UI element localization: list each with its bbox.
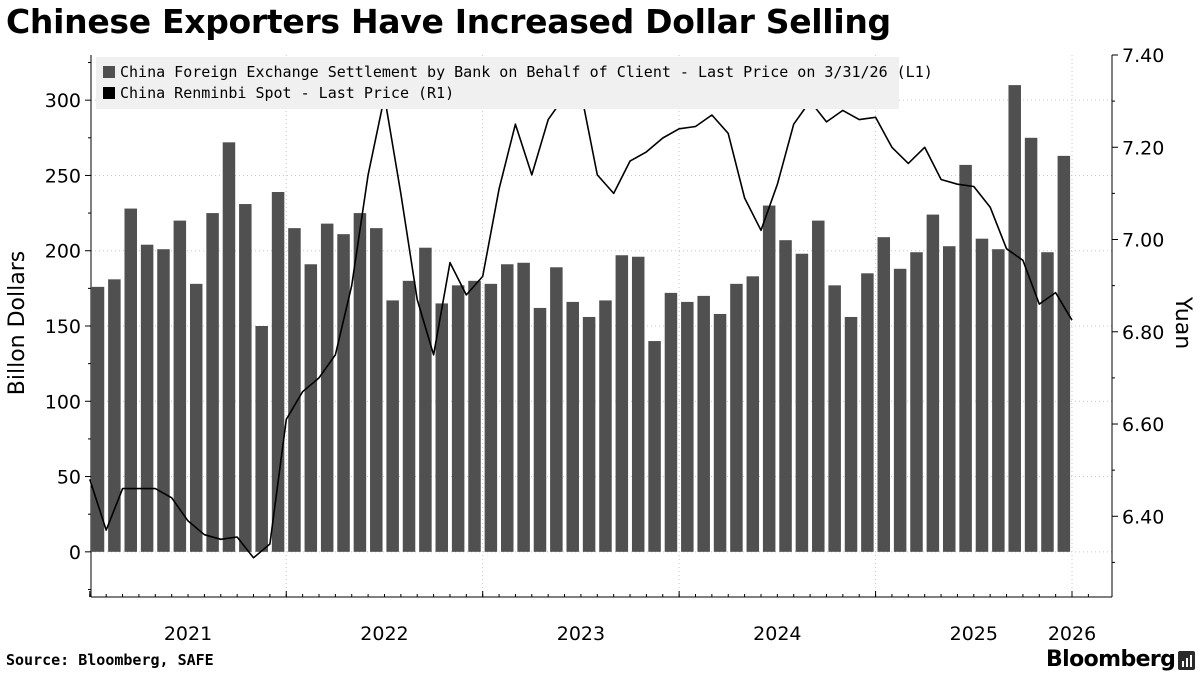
bar <box>206 213 219 552</box>
bar <box>762 205 776 552</box>
right-tick-label: 6.60 <box>1122 414 1164 436</box>
bar <box>173 220 187 552</box>
right-tick-label: 6.80 <box>1122 322 1164 344</box>
bar <box>975 238 989 552</box>
left-tick-label: 0 <box>69 542 81 564</box>
left-tick-label: 200 <box>45 241 81 263</box>
bar <box>320 223 334 552</box>
line-series <box>89 91 1073 559</box>
left-tick-label: 100 <box>45 391 81 413</box>
bar <box>435 303 449 552</box>
bar <box>484 283 498 552</box>
bar <box>599 300 612 552</box>
bar <box>926 214 940 552</box>
bar <box>992 249 1005 552</box>
x-tick-label-2023: 2023 <box>557 623 605 645</box>
bar <box>877 237 891 552</box>
chart-title: Chinese Exporters Have Increased Dollar … <box>6 2 891 41</box>
bar <box>959 164 972 552</box>
y-axis-label-right: Yuan <box>1170 296 1195 349</box>
legend-swatch-line <box>103 87 115 99</box>
bar <box>1008 85 1021 552</box>
bar <box>664 292 678 552</box>
right-tick-label: 7.20 <box>1122 137 1164 159</box>
x-tick-label-2022: 2022 <box>360 623 408 645</box>
legend-background <box>96 57 899 109</box>
bloomberg-logo: Bloomberg <box>1046 647 1176 672</box>
left-tick-label: 150 <box>45 316 81 338</box>
bar <box>779 240 792 552</box>
x-tick-label-2026: 2026 <box>1048 623 1096 645</box>
bar <box>189 283 203 552</box>
bar <box>844 316 858 552</box>
bar <box>533 307 547 552</box>
bar <box>288 228 301 552</box>
left-tick-label: 50 <box>57 467 81 489</box>
bar <box>124 208 137 552</box>
legend-swatch-bars <box>103 66 115 78</box>
left-tick-label: 250 <box>45 165 81 187</box>
bar <box>1057 155 1071 552</box>
bar <box>910 252 923 552</box>
bar <box>697 295 710 552</box>
bar <box>812 220 825 552</box>
bar <box>353 213 367 552</box>
x-tick-label-2024: 2024 <box>753 623 801 645</box>
bar <box>681 301 694 552</box>
x-tick-label-2025: 2025 <box>950 623 998 645</box>
bar <box>501 264 514 552</box>
bar <box>550 267 563 552</box>
bar <box>451 285 465 552</box>
legend-label-bars: China Foreign Exchange Settlement by Ban… <box>120 63 933 81</box>
bar <box>91 286 105 552</box>
bar <box>108 279 121 552</box>
tick-labels: 0 50 100 150 200 250 300 6.40 6.60 6.80 7.00 7.20 7.… <box>45 45 1165 645</box>
bloomberg-terminal-icon <box>1178 651 1195 670</box>
right-tick-label: 7.00 <box>1122 230 1164 252</box>
bar <box>271 192 285 552</box>
bar <box>828 285 841 552</box>
bar <box>1024 137 1038 552</box>
bar <box>222 142 236 552</box>
y-axis-label-left: Billon Dollars <box>5 251 30 395</box>
bar <box>861 273 874 552</box>
bar <box>304 264 318 552</box>
source-note: Source: Bloomberg, SAFE <box>6 651 214 669</box>
right-tick-label: 6.40 <box>1122 506 1164 528</box>
bar <box>648 341 661 552</box>
bar <box>419 247 432 552</box>
bar <box>370 228 383 552</box>
bar <box>468 280 481 552</box>
bar <box>1041 252 1054 552</box>
x-tick-label-2021: 2021 <box>164 623 212 645</box>
bar <box>517 262 530 552</box>
right-tick-label: 7.40 <box>1122 45 1164 67</box>
bar <box>140 244 154 552</box>
bar <box>746 276 760 552</box>
bar <box>713 313 727 552</box>
bar <box>795 253 809 552</box>
bar <box>337 234 350 552</box>
bar <box>157 249 170 552</box>
left-tick-label: 300 <box>45 90 81 112</box>
bar <box>386 300 399 552</box>
bar <box>582 316 596 552</box>
bar <box>239 204 252 552</box>
legend-label-line: China Renminbi Spot - Last Price (R1) <box>120 84 454 102</box>
bar <box>730 283 743 552</box>
bar <box>402 280 416 552</box>
axes <box>85 54 1118 598</box>
bar <box>255 326 268 552</box>
bar <box>566 301 579 552</box>
bar <box>631 256 645 552</box>
legend: China Foreign Exchange Settlement by Ban… <box>96 57 933 109</box>
bar-series <box>91 85 1071 552</box>
bar <box>615 255 629 552</box>
bar <box>942 246 956 552</box>
bar <box>893 268 907 552</box>
renminbi-spot-line <box>89 91 1073 559</box>
